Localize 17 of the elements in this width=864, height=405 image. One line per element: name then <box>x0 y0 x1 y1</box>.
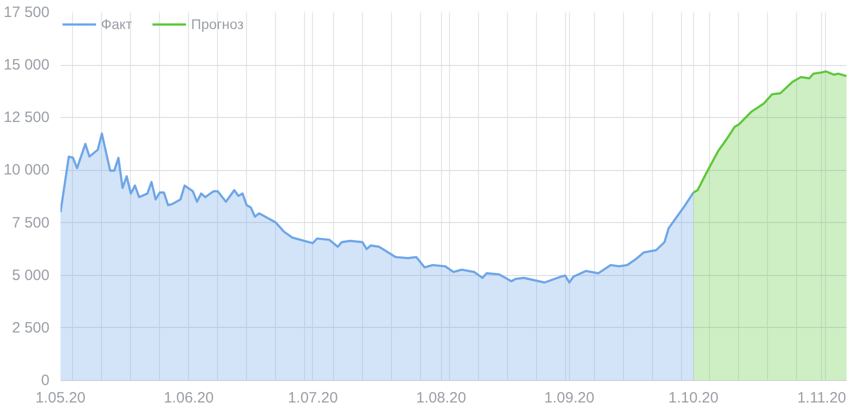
x-tick-label: 1.09.20 <box>544 390 594 405</box>
legend-label: Факт <box>101 16 132 32</box>
x-tick-label: 1.06.20 <box>164 390 214 405</box>
y-tick-label: 2 500 <box>12 319 50 336</box>
x-tick-label: 1.10.20 <box>668 390 718 405</box>
x-tick-label: 1.07.20 <box>288 390 338 405</box>
y-tick-label: 15 000 <box>4 56 50 74</box>
y-tick-label: 5 000 <box>12 266 50 284</box>
x-tick-label: 1.08.20 <box>416 390 466 405</box>
legend-label: Прогноз <box>191 16 244 32</box>
y-tick-label: 10 000 <box>4 162 50 179</box>
y-tick-label: 17 500 <box>4 4 50 21</box>
x-tick-label: 1.05.20 <box>35 390 86 405</box>
y-tick-label: 7 500 <box>12 214 50 232</box>
y-tick-label: 0 <box>41 372 50 389</box>
y-tick-label: 12 500 <box>4 109 50 126</box>
x-tick-label: 1.11.20 <box>797 390 846 405</box>
